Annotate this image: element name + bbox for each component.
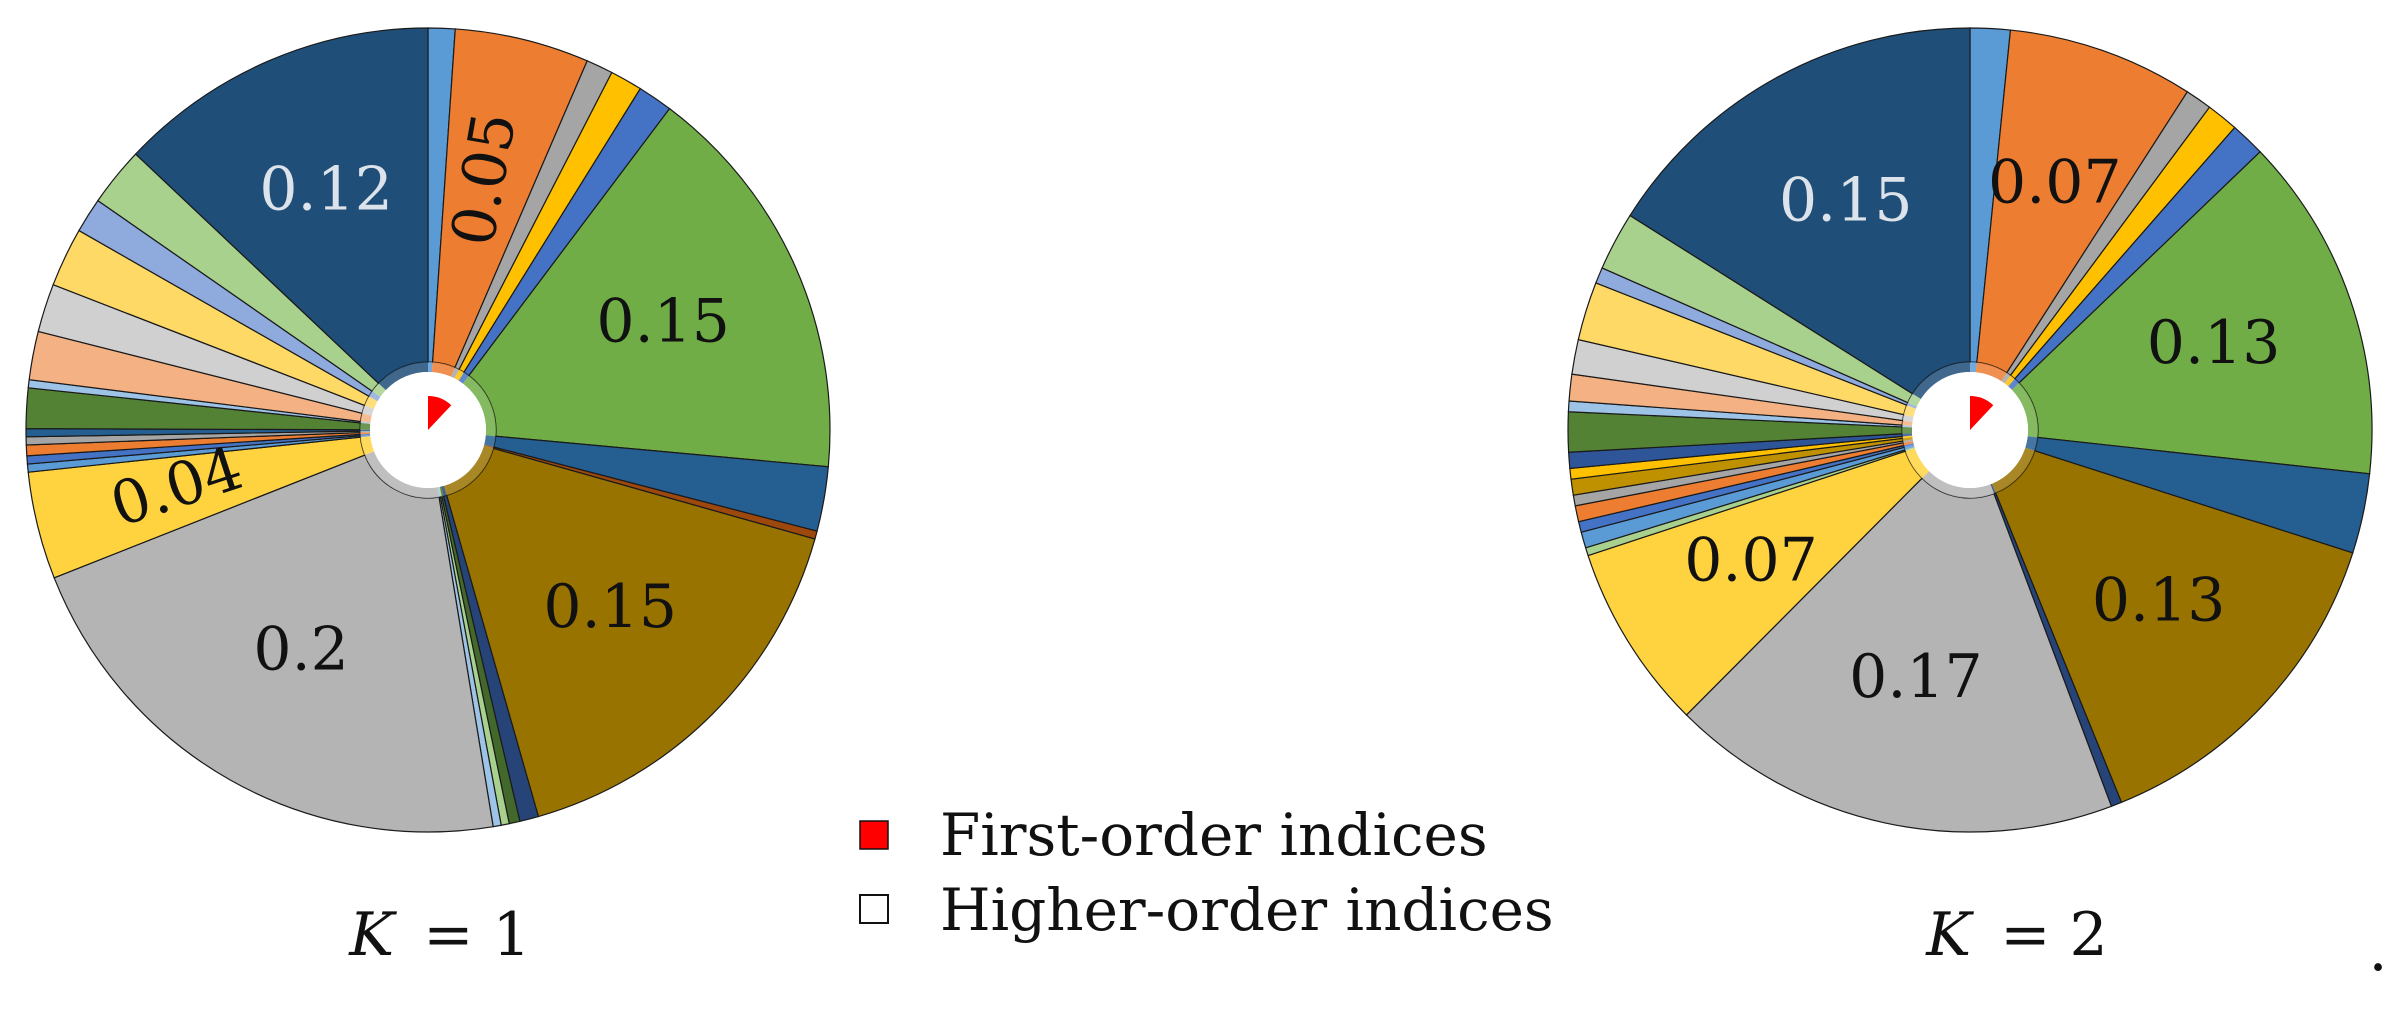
pie-inner-ring-segment xyxy=(1902,439,1914,443)
pie-inner-ring-segment xyxy=(1903,440,1914,446)
pie-inner-ring-segment xyxy=(1990,483,1996,494)
pie-inner-ring-segment xyxy=(1902,433,1913,437)
slice-value-label: 0.15 xyxy=(1779,165,1913,235)
pie-inner-ring-segment xyxy=(1903,443,1914,448)
pie-inner-ring-segment xyxy=(1975,362,2007,382)
svg-text:K = 2: K = 2 xyxy=(1925,900,2107,970)
legend-swatch-higher-order xyxy=(859,894,889,924)
pie-inner-ring-segment xyxy=(2008,378,2020,390)
pie-inner-ring-segment xyxy=(360,421,371,424)
legend-item-higher-order: Higher-order indices xyxy=(859,876,1554,944)
pie-inner-ring-segment xyxy=(437,487,441,498)
pie-inner-ring-segment xyxy=(454,369,464,381)
slice-value-label: 0.07 xyxy=(1684,526,1818,596)
pie-chart-k2: 0.07 0.13 0.13 0.17 0.07 0.15 xyxy=(1567,27,2373,833)
caption-variable-k1: K xyxy=(348,900,397,970)
slice-value-label: 0.07 xyxy=(1988,148,2122,218)
pie-inner-ring-segment xyxy=(378,362,428,391)
pie-inner-ring-segment xyxy=(1906,402,1917,409)
trailing-period: . xyxy=(2368,915,2387,985)
pie-inner-ring-segment xyxy=(360,432,371,435)
pie-inner-ring-segment xyxy=(450,367,460,379)
pie-inner-ring-segment xyxy=(438,486,442,497)
slice-value-label: 0.17 xyxy=(1849,642,1983,712)
pie-inner-ring-segment xyxy=(1904,444,1915,450)
legend-item-first-order: First-order indices xyxy=(859,801,1488,869)
pie-inner-ring-segment xyxy=(2004,375,2015,387)
legend-swatch-first-order xyxy=(859,820,889,850)
pie-inner-ring-segment xyxy=(360,436,375,456)
svg-text:K = 1: K = 1 xyxy=(348,900,530,970)
pie-inner-ring-segment xyxy=(1907,393,1921,407)
pie-inner-ring-segment xyxy=(1902,426,1913,434)
pie-inner-ring-segment xyxy=(1903,405,1917,417)
pie-inner-ring-segment xyxy=(1912,362,1970,400)
caption-value-k2: = 2 xyxy=(2000,900,2108,970)
pie-inner-ring-segment xyxy=(1905,448,1930,479)
caption-variable-k2: K xyxy=(1925,900,1974,970)
pie-inner-ring-segment xyxy=(1902,425,1913,428)
pie-inner-ring-segment xyxy=(2001,372,2011,384)
pie-inner-ring-segment xyxy=(362,405,374,416)
pie-inner-ring-segment xyxy=(439,486,444,497)
chart-caption-k1: K = 1 xyxy=(348,900,530,970)
pie-inner-ring-segment xyxy=(1902,414,1914,422)
pie-inner-ring-segment xyxy=(360,429,371,432)
pie-inner-ring-segment xyxy=(360,413,372,423)
pie-inner-ring-segment xyxy=(360,433,371,436)
pie-inner-ring-segment xyxy=(372,383,386,397)
pie-inner-ring-segment xyxy=(1902,435,1913,439)
pie-inner-ring-segment xyxy=(1904,446,1915,452)
pie-inner-ring-segment xyxy=(364,451,440,498)
legend-label-higher-order: Higher-order indices xyxy=(940,876,1554,944)
pie-inner-ring-segment xyxy=(483,444,494,449)
pie-inner-ring-segment xyxy=(1902,420,1913,426)
pie-inner-ring-segment xyxy=(2025,436,2038,451)
pie-inner-ring-segment xyxy=(1970,362,1977,373)
pie-inner-ring-segment xyxy=(360,430,371,433)
slice-value-label: 0.2 xyxy=(253,614,348,684)
first-order-wedge xyxy=(1970,396,1994,430)
pie-inner-ring-segment xyxy=(360,434,371,438)
pie-inner-ring-segment xyxy=(458,372,469,384)
pie-inner-ring-segment xyxy=(431,362,455,377)
pie-inner-ring-segment xyxy=(484,435,496,448)
pie-inner-ring-segment xyxy=(368,391,381,402)
chart-caption-k2: K = 2 xyxy=(1925,900,2107,970)
pie-inner-ring-segment xyxy=(360,422,371,430)
pie-inner-ring-segment xyxy=(2011,382,2038,438)
slice-value-label: 0.15 xyxy=(596,286,730,356)
slice-value-label: 0.15 xyxy=(543,572,677,642)
slice-value-label: 0.13 xyxy=(2092,565,2226,635)
pie-inner-ring-segment xyxy=(364,396,378,410)
legend: First-order indices Higher-order indices xyxy=(859,801,1554,944)
pie-inner-ring-segment xyxy=(443,445,494,496)
pie-chart-k1: 0.050.150.150.20.040.12 xyxy=(25,27,831,833)
legend-label-first-order: First-order indices xyxy=(940,801,1488,869)
first-order-wedge xyxy=(428,396,452,430)
pie-inner-ring-segment xyxy=(1991,447,2035,493)
slice-value-label: 0.13 xyxy=(2147,308,2281,378)
pie-inner-ring-segment xyxy=(462,375,496,437)
pie-inner-ring-segment xyxy=(428,362,433,373)
slice-value-label: 0.12 xyxy=(259,154,393,224)
pie-inner-ring-segment xyxy=(441,485,447,497)
pie-slice xyxy=(445,447,816,818)
caption-value-k1: = 1 xyxy=(423,900,531,970)
pie-inner-ring-segment xyxy=(1902,437,1913,442)
pie-inner-ring-segment xyxy=(1922,471,1994,498)
